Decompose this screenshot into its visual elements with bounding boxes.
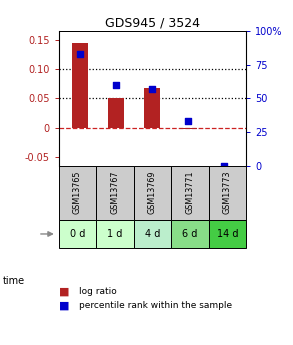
Text: log ratio: log ratio — [79, 287, 117, 296]
Point — [78, 51, 83, 57]
Bar — [209, 219, 246, 248]
Bar — [144, 88, 161, 128]
Bar — [171, 219, 209, 248]
Text: time: time — [3, 276, 25, 286]
Bar — [134, 166, 171, 219]
Point — [114, 82, 119, 88]
Bar — [72, 43, 88, 128]
Point — [150, 86, 155, 92]
Text: GSM13765: GSM13765 — [73, 171, 82, 214]
Text: 1 d: 1 d — [107, 229, 122, 239]
Text: 14 d: 14 d — [217, 229, 238, 239]
Text: GSM13771: GSM13771 — [185, 171, 194, 214]
Bar — [108, 98, 125, 128]
Title: GDS945 / 3524: GDS945 / 3524 — [105, 17, 200, 30]
Bar — [171, 166, 209, 219]
Bar — [96, 219, 134, 248]
Bar — [59, 219, 96, 248]
Text: GSM13769: GSM13769 — [148, 171, 157, 214]
Text: ■: ■ — [59, 300, 69, 310]
Point — [222, 163, 227, 168]
Bar — [209, 166, 246, 219]
Text: 6 d: 6 d — [182, 229, 197, 239]
Text: 4 d: 4 d — [145, 229, 160, 239]
Text: GSM13773: GSM13773 — [223, 171, 232, 214]
Text: 0 d: 0 d — [70, 229, 85, 239]
Text: percentile rank within the sample: percentile rank within the sample — [79, 301, 232, 310]
Bar — [96, 166, 134, 219]
Bar — [180, 128, 197, 129]
Text: GSM13767: GSM13767 — [110, 171, 119, 214]
Bar — [134, 219, 171, 248]
Bar — [59, 166, 96, 219]
Point — [186, 118, 191, 124]
Text: ■: ■ — [59, 287, 69, 296]
